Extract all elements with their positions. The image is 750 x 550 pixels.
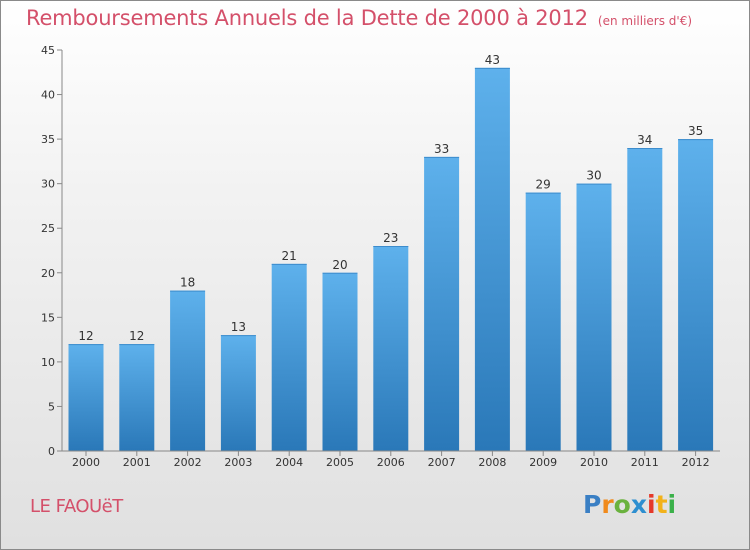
bar-value-label: 35 — [688, 124, 703, 138]
logo-letter: i — [647, 490, 656, 519]
x-tick-label: 2000 — [72, 456, 100, 469]
bar-value-label: 13 — [231, 320, 246, 334]
commune-name: LE FAOUëT — [30, 496, 123, 517]
chart-title: Remboursements Annuels de la Dette de 20… — [26, 6, 588, 30]
bars-group: 12 12 18 13 21 20 23 33 43 29 30 34 35 — [68, 53, 714, 452]
x-tick-label: 2006 — [377, 456, 405, 469]
bar — [424, 156, 460, 451]
bar — [525, 192, 561, 452]
logo-letter: i — [667, 490, 677, 519]
chart-unit: (en milliers d'€) — [597, 14, 693, 28]
bar — [220, 335, 256, 451]
logo-letter: x — [630, 490, 647, 519]
y-tick-label: 0 — [48, 445, 55, 458]
bar — [474, 67, 510, 452]
chart-title-block: Remboursements Annuels de la Dette de 20… — [26, 6, 692, 30]
x-axis: 2000 2001 2002 2003 2004 2005 2006 2007 2008 2009… — [62, 450, 720, 469]
x-tick-label: 2001 — [123, 456, 151, 469]
y-tick-label: 30 — [41, 178, 55, 191]
y-tick-label: 10 — [41, 356, 55, 369]
bar — [271, 263, 307, 451]
y-tick-label: 35 — [41, 133, 55, 146]
proxiti-logo: Proxiti — [583, 490, 676, 519]
bar-value-label: 12 — [78, 329, 93, 343]
y-tick-label: 40 — [41, 89, 55, 102]
bar-value-label: 34 — [637, 133, 652, 147]
x-tick-label: 2003 — [224, 456, 252, 469]
bar — [170, 290, 206, 451]
bar-value-label: 18 — [180, 276, 195, 290]
y-tick-label: 5 — [48, 400, 55, 413]
bar-value-label: 12 — [129, 329, 144, 343]
bar — [373, 246, 409, 451]
bar-value-label: 30 — [586, 169, 601, 183]
bar — [322, 272, 358, 451]
bar-value-label: 20 — [332, 258, 347, 272]
logo-letter: t — [655, 490, 668, 519]
x-tick-label: 2008 — [478, 456, 506, 469]
y-tick-label: 45 — [41, 44, 55, 57]
y-tick-label: 15 — [41, 311, 55, 324]
bar-value-label: 21 — [282, 249, 297, 263]
bar — [68, 344, 104, 451]
bar-value-label: 43 — [485, 53, 500, 67]
bar-value-label: 29 — [536, 178, 551, 192]
bar-value-label: 23 — [383, 231, 398, 245]
bar — [627, 148, 663, 451]
x-tick-label: 2012 — [682, 456, 710, 469]
x-tick-label: 2004 — [275, 456, 303, 469]
logo-letter: r — [601, 490, 614, 519]
x-tick-label: 2005 — [326, 456, 354, 469]
x-tick-label: 2002 — [174, 456, 202, 469]
bar — [678, 139, 714, 451]
x-tick-label: 2010 — [580, 456, 608, 469]
bar — [119, 344, 155, 451]
y-tick-label: 25 — [41, 222, 55, 235]
logo-letter: o — [613, 490, 631, 519]
bar-value-label: 33 — [434, 142, 449, 156]
y-tick-label: 20 — [41, 267, 55, 280]
x-tick-label: 2011 — [631, 456, 659, 469]
logo-letter: P — [583, 490, 602, 519]
bar — [576, 183, 612, 451]
x-tick-label: 2007 — [428, 456, 456, 469]
y-axis: 0 5 10 15 20 25 30 35 40 45 — [41, 44, 63, 458]
x-tick-label: 2009 — [529, 456, 557, 469]
